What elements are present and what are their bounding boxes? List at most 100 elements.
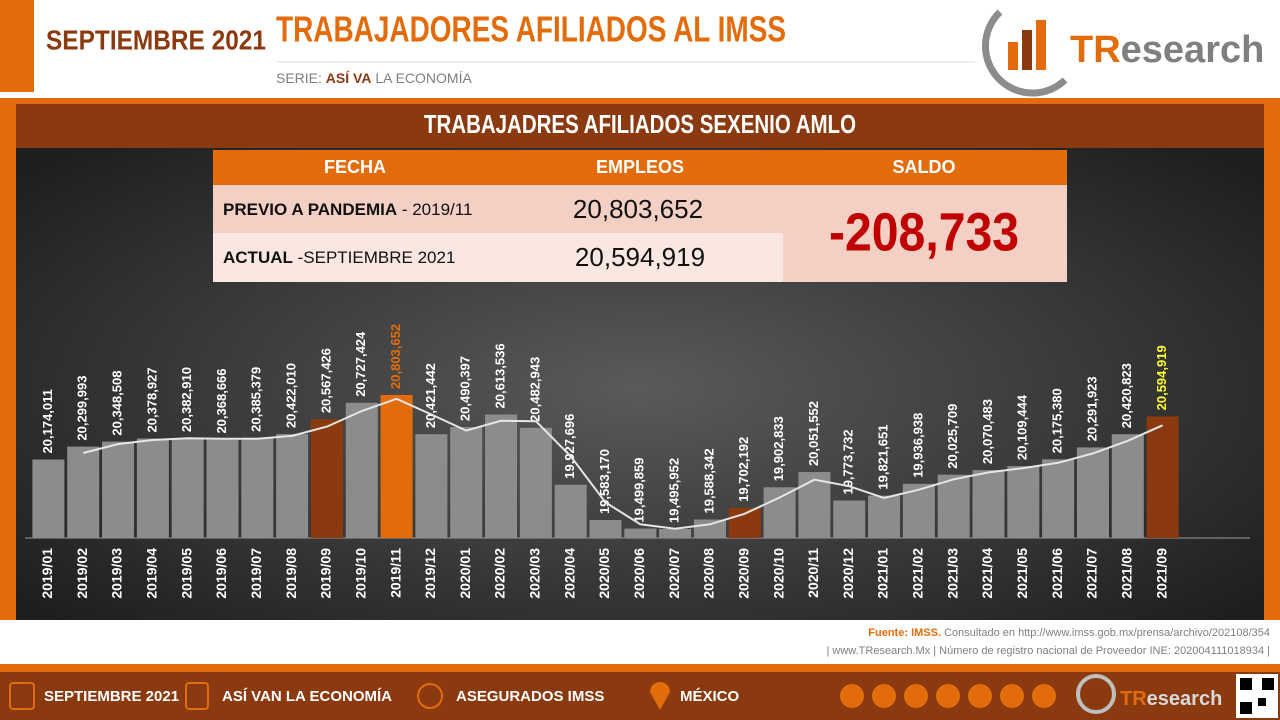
- data-label: 19,583,170: [597, 449, 612, 514]
- data-label: 20,422,010: [284, 363, 299, 428]
- x-tick-label: 2019/07: [248, 548, 264, 599]
- source-line2: | www.TResearch.Mx | Número de registro …: [826, 645, 1270, 657]
- x-tick-label: 2021/07: [1084, 548, 1100, 599]
- x-tick-label: 2019/04: [144, 548, 160, 599]
- social-icon[interactable]: [904, 684, 928, 708]
- footer-icon: [185, 682, 209, 710]
- bar: [380, 394, 413, 538]
- bar: [32, 459, 65, 538]
- source: Fuente: IMSS. Consultado en http://www.i…: [868, 627, 1270, 639]
- bar: [728, 507, 761, 538]
- qr-part: [1262, 678, 1274, 690]
- table-cell: 20,803,652: [573, 194, 703, 224]
- x-tick-label: 2019/12: [422, 548, 438, 599]
- data-label: 20,109,444: [1015, 394, 1030, 460]
- bar: [102, 441, 135, 538]
- x-tick-label: 2021/04: [979, 548, 995, 599]
- data-label: 20,420,823: [1119, 363, 1134, 428]
- bar: [67, 446, 100, 538]
- x-tick-label: 2019/03: [109, 548, 125, 599]
- bar: [693, 519, 726, 538]
- bar: [1146, 416, 1179, 538]
- panel-title-bar: [16, 104, 1264, 148]
- footer-item: ASEGURADOS IMSS: [456, 688, 604, 705]
- data-label: 20,727,424: [353, 331, 368, 397]
- x-tick-label: 2020/12: [840, 548, 856, 599]
- bar: [276, 434, 309, 538]
- x-tick-label: 2020/08: [701, 548, 717, 599]
- data-label: 20,421,442: [423, 363, 438, 428]
- social-icon[interactable]: [968, 684, 992, 708]
- bar: [206, 439, 239, 538]
- table-header-bg: [213, 150, 1067, 185]
- bar: [1007, 466, 1040, 538]
- data-label: 20,594,919: [1154, 345, 1169, 410]
- data-label: 19,588,342: [701, 448, 716, 513]
- x-tick-label: 2020/03: [527, 548, 543, 599]
- qr-part: [1240, 702, 1252, 714]
- table-row-bg: [213, 233, 783, 282]
- footer-stripe: [0, 664, 1280, 672]
- data-label: 20,025,709: [945, 404, 960, 469]
- data-label: 20,385,379: [249, 367, 264, 432]
- bar: [310, 419, 343, 538]
- footer-logo: TResearch: [1120, 688, 1222, 710]
- social-icons: [840, 684, 1056, 708]
- bar: [241, 437, 274, 538]
- social-icon[interactable]: [1000, 684, 1024, 708]
- data-label: 20,299,993: [75, 376, 90, 441]
- data-label: 20,490,397: [458, 356, 473, 421]
- x-tick-label: 2020/04: [561, 548, 577, 599]
- data-label: 20,482,943: [527, 357, 542, 422]
- table-header: FECHA: [324, 157, 386, 177]
- trend-line: [82, 397, 1164, 530]
- qr-part: [1240, 678, 1252, 690]
- x-tick-label: 2019/02: [74, 548, 90, 599]
- social-icon[interactable]: [936, 684, 960, 708]
- bar: [659, 528, 692, 538]
- x-tick-label: 2021/02: [910, 548, 926, 599]
- table-cell: 20,594,919: [575, 242, 705, 272]
- logo: TResearch: [982, 9, 1264, 97]
- data-label: 20,378,927: [144, 367, 159, 432]
- social-icon[interactable]: [840, 684, 864, 708]
- data-label: 20,174,011: [40, 389, 55, 453]
- data-label: 19,702,192: [736, 437, 751, 502]
- social-icon[interactable]: [872, 684, 896, 708]
- x-tick-label: 2019/05: [178, 548, 194, 599]
- bar: [554, 484, 587, 538]
- x-tick-label: 2021/01: [875, 548, 891, 599]
- x-tick-label: 2020/06: [631, 548, 647, 599]
- data-label: 20,368,666: [214, 368, 229, 433]
- bar: [1042, 459, 1075, 538]
- x-tick-label: 2020/02: [492, 548, 508, 599]
- data-label: 19,821,651: [875, 425, 890, 490]
- x-tick-label: 2021/06: [1049, 548, 1065, 599]
- data-label: 20,613,536: [492, 343, 507, 408]
- bar: [450, 427, 483, 538]
- header-title: TRABAJADORES AFILIADOS AL IMSS: [276, 9, 786, 50]
- data-label: 20,051,552: [806, 401, 821, 466]
- social-icon[interactable]: [1032, 684, 1056, 708]
- x-tick-label: 2021/09: [1153, 548, 1169, 599]
- data-label: 20,348,508: [109, 371, 124, 436]
- bar: [589, 520, 622, 538]
- x-tick-label: 2019/08: [283, 548, 299, 599]
- qr-part: [1258, 698, 1266, 706]
- data-label: 20,291,923: [1084, 376, 1099, 441]
- x-tick-label: 2019/01: [39, 548, 55, 599]
- footer-item: SEPTIEMBRE 2021: [44, 688, 179, 705]
- data-label: 20,382,910: [179, 367, 194, 432]
- data-label: 19,927,696: [562, 414, 577, 479]
- table-header: SALDO: [893, 157, 956, 177]
- table-row-label: PREVIO A PANDEMIA - 2019/11: [223, 200, 472, 219]
- x-tick-label: 2020/05: [596, 548, 612, 599]
- saldo-value: -208,733: [829, 202, 1019, 262]
- header-month: SEPTIEMBRE 2021: [46, 24, 266, 55]
- bar: [1111, 434, 1144, 538]
- footer-icon: [417, 683, 443, 709]
- bar: [937, 474, 970, 538]
- x-tick-label: 2021/03: [944, 548, 960, 599]
- x-tick-label: 2020/07: [666, 548, 682, 599]
